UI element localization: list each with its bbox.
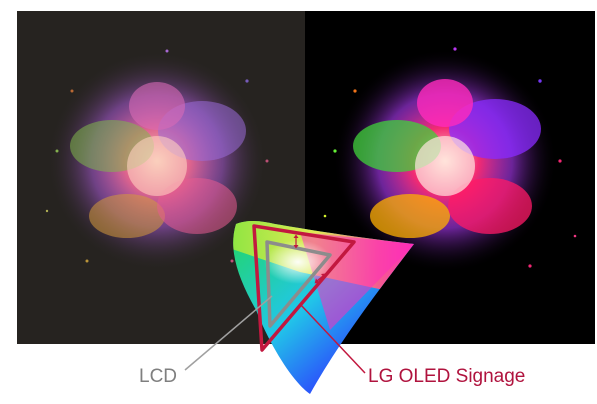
oled-color-burst-image [323,47,577,273]
lg-oled-signage-label: LG OLED Signage [368,366,526,387]
lcd-gamut-triangle [265,240,332,328]
oled-callout-line [299,303,366,374]
lcd-callout-line [184,295,273,371]
oled-gamut-triangle [252,224,356,352]
lcd-label: LCD [139,366,178,387]
lcd-comparison-panel [17,11,305,344]
gamut-gap-arrow-right [314,273,326,284]
lcd-color-burst-image [45,49,279,271]
gamut-gap-arrow-top [293,234,299,249]
